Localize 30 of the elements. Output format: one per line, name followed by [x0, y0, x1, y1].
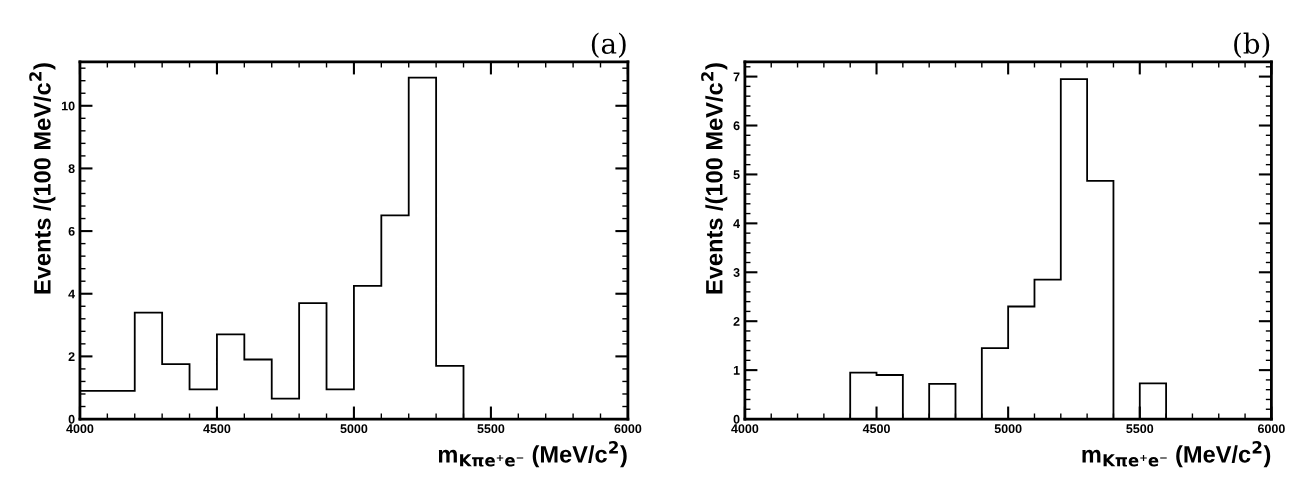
x-axis-title: m$_{Kπe⁺e⁻}$ (MeV/c$^{2}$) — [438, 441, 627, 468]
y-tick-label: 6 — [68, 226, 75, 236]
chart-title: (a) — [591, 32, 626, 58]
y-tick-label: 4 — [68, 289, 76, 299]
x-tick-label: 6000 — [1257, 424, 1285, 434]
x-tick-label: 5000 — [340, 424, 368, 434]
y-tick-label: 2 — [733, 317, 740, 326]
chart-title: (b) — [1234, 32, 1270, 58]
x-tick-label: 5500 — [1126, 424, 1154, 434]
y-axis-title: Events /(100 MeV/c$^{2}$) — [701, 63, 728, 294]
y-tick-label: 2 — [68, 352, 75, 361]
x-tick-label: 5000 — [994, 424, 1022, 434]
x-tick-label: 5500 — [477, 424, 505, 434]
y-tick-label: 4 — [733, 219, 740, 228]
y-tick-label: 1 — [733, 366, 740, 375]
x-tick-label: 4500 — [203, 424, 231, 434]
y-tick-label: 10 — [61, 101, 75, 111]
x-tick-label: 4000 — [66, 424, 94, 434]
x-tick-label: 4500 — [862, 424, 890, 434]
x-tick-label: 4000 — [731, 424, 759, 434]
x-axis-title: m$_{Kπe⁺e⁻}$ (MeV/c$^{2}$) — [1082, 441, 1271, 468]
x-tick-label: 6000 — [614, 424, 642, 434]
y-tick-label: 6 — [733, 121, 740, 131]
y-tick-label: 0 — [733, 414, 740, 424]
y-tick-label: 3 — [733, 268, 740, 277]
y-tick-label: 0 — [68, 414, 75, 424]
y-tick-label: 7 — [733, 72, 740, 82]
y-tick-label: 5 — [733, 170, 740, 180]
y-tick-label: 8 — [68, 164, 75, 174]
y-axis-title: Events /(100 MeV/c$^{2}$) — [29, 63, 56, 294]
